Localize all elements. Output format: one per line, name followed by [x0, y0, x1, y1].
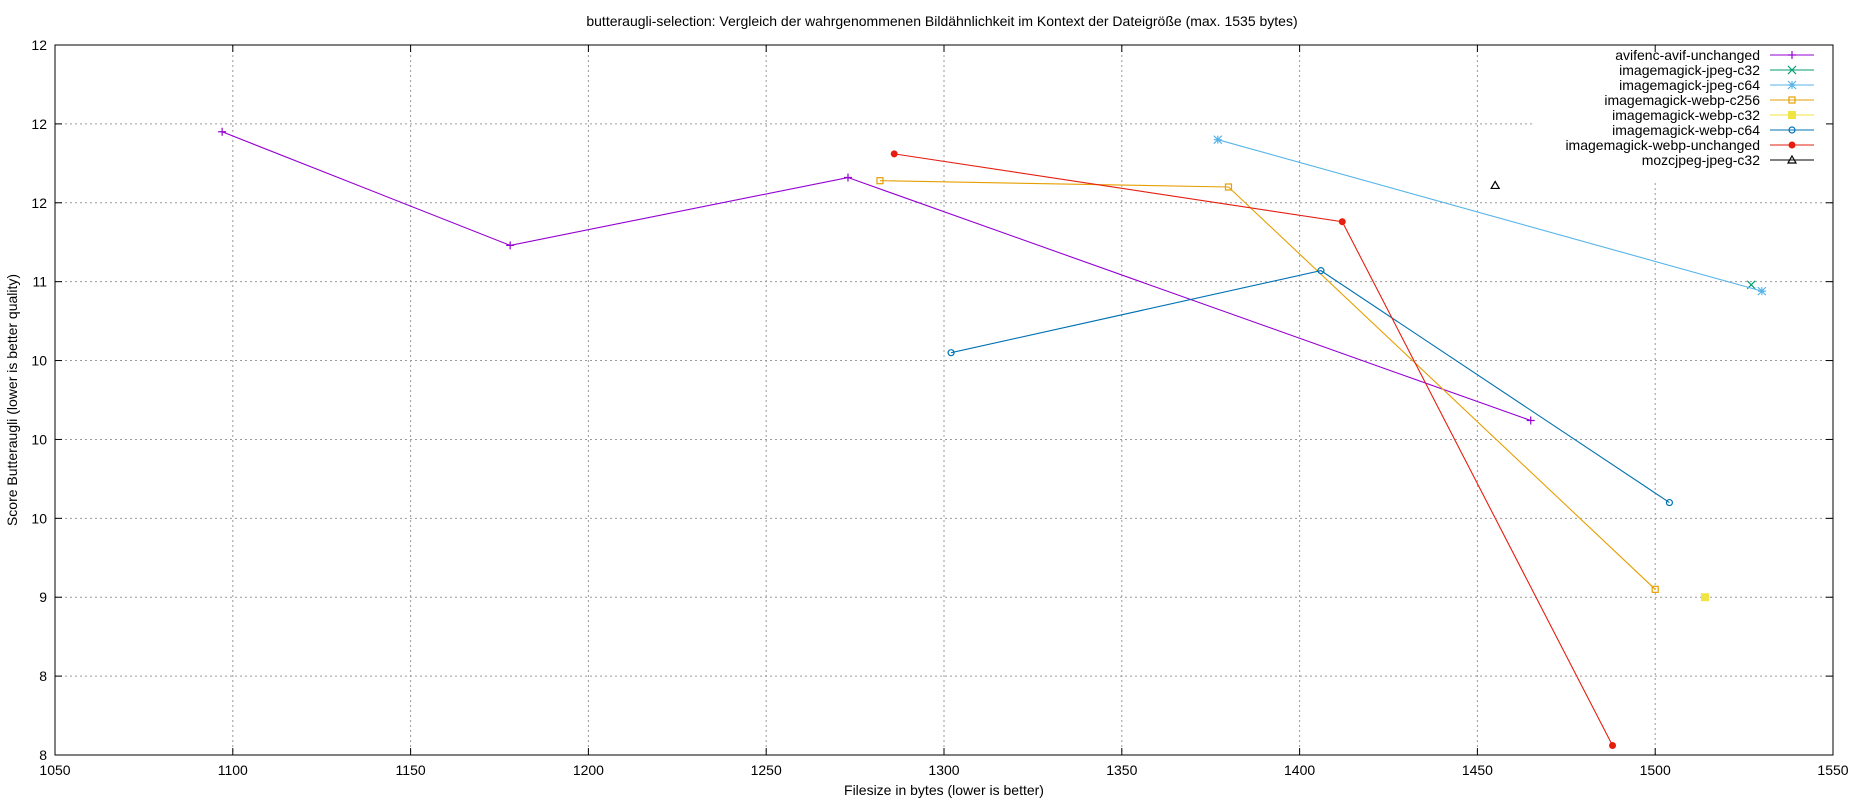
data-point-imagemagick-webp-c256 — [1651, 585, 1659, 593]
x-tick-label: 1100 — [218, 762, 248, 778]
y-tick-label: 12 — [31, 116, 47, 132]
x-tick-label: 1350 — [1106, 762, 1137, 778]
legend-item-imagemagick-webp-c256: imagemagick-webp-c256 — [1604, 92, 1814, 108]
legend-marker — [1787, 80, 1797, 90]
y-tick-label: 10 — [31, 431, 47, 447]
data-point-imagemagick-webp-c64 — [947, 349, 955, 357]
data-point-imagemagick-jpeg-c64 — [1213, 135, 1223, 145]
x-tick-label: 1450 — [1462, 762, 1493, 778]
legend-marker — [1788, 96, 1796, 104]
legend-label: mozcjpeg-jpeg-c32 — [1642, 152, 1760, 168]
x-tick-label: 1050 — [39, 762, 70, 778]
legend-label: imagemagick-webp-c32 — [1612, 107, 1760, 123]
series-line-avifenc-avif-unchanged — [221, 131, 1531, 422]
legend-item-mozcjpeg-jpeg-c32: mozcjpeg-jpeg-c32 — [1642, 152, 1814, 168]
legend-label: imagemagick-jpeg-c32 — [1619, 62, 1760, 78]
series-line-imagemagick-webp-c256 — [879, 180, 1656, 590]
y-tick-label: 12 — [31, 195, 47, 211]
data-point-imagemagick-webp-c32 — [1700, 593, 1709, 602]
data-series — [218, 127, 1767, 750]
x-tick-label: 1500 — [1640, 762, 1671, 778]
data-point-avifenc-avif-unchanged — [218, 127, 227, 136]
data-point-imagemagick-webp-c256 — [1224, 183, 1233, 191]
legend-item-avifenc-avif-unchanged: avifenc-avif-unchanged — [1615, 47, 1814, 63]
y-tick-label: 10 — [31, 353, 47, 369]
legend-marker — [1787, 65, 1797, 75]
series-imagemagick-webp-unchanged — [890, 150, 1617, 750]
legend-label: imagemagick-webp-c64 — [1612, 122, 1760, 138]
y-tick-label: 8 — [39, 747, 47, 763]
y-tick-label: 10 — [31, 510, 47, 526]
legend-item-imagemagick-webp-unchanged: imagemagick-webp-unchanged — [1565, 137, 1814, 153]
x-tick-label: 1400 — [1284, 762, 1315, 778]
data-point-imagemagick-webp-unchanged — [890, 150, 898, 158]
legend-marker — [1786, 154, 1798, 164]
legend-item-imagemagick-webp-c32: imagemagick-webp-c32 — [1612, 107, 1814, 123]
y-tick-label: 9 — [39, 589, 47, 605]
data-point-imagemagick-webp-c64 — [1317, 267, 1325, 275]
data-point-imagemagick-webp-unchanged — [1609, 742, 1617, 750]
series-avifenc-avif-unchanged — [218, 127, 1535, 425]
data-point-imagemagick-jpeg-c64 — [1757, 286, 1767, 296]
y-tick-label: 8 — [39, 668, 47, 684]
chart-title: butteraugli-selection: Vergleich der wah… — [586, 13, 1297, 29]
legend-label: avifenc-avif-unchanged — [1615, 47, 1760, 63]
y-axis-label: Score Butteraugli (lower is better quali… — [4, 274, 20, 526]
data-point-avifenc-avif-unchanged — [1526, 416, 1535, 425]
series-imagemagick-jpeg-c64 — [1213, 135, 1767, 296]
data-point-avifenc-avif-unchanged — [843, 173, 852, 182]
series-mozcjpeg-jpeg-c32 — [1490, 180, 1501, 190]
series-line-imagemagick-webp-c64 — [950, 270, 1670, 504]
legend-item-imagemagick-webp-c64: imagemagick-webp-c64 — [1612, 122, 1814, 138]
x-tick-label: 1200 — [573, 762, 604, 778]
x-axis-label: Filesize in bytes (lower is better) — [844, 782, 1044, 798]
x-tick-label: 1250 — [751, 762, 782, 778]
grid — [55, 45, 1833, 755]
legend: avifenc-avif-unchangedimagemagick-jpeg-c… — [1565, 47, 1814, 168]
data-point-imagemagick-webp-c256 — [876, 177, 884, 185]
series-line-imagemagick-webp-unchanged — [894, 153, 1614, 746]
series-imagemagick-webp-c64 — [947, 267, 1674, 507]
legend-marker — [1788, 126, 1796, 134]
legend-label: imagemagick-jpeg-c64 — [1619, 77, 1760, 93]
legend-label: imagemagick-webp-unchanged — [1565, 137, 1760, 153]
y-tick-label: 12 — [31, 37, 47, 53]
x-tick-label: 1300 — [928, 762, 959, 778]
legend-marker — [1788, 51, 1796, 59]
y-tick-label: 11 — [32, 274, 47, 290]
series-line-imagemagick-jpeg-c64 — [1217, 139, 1763, 292]
legend-item-imagemagick-jpeg-c64: imagemagick-jpeg-c64 — [1619, 77, 1814, 93]
legend-marker — [1788, 141, 1796, 149]
series-imagemagick-webp-c32 — [1700, 593, 1709, 602]
legend-label: imagemagick-webp-c256 — [1604, 92, 1760, 108]
legend-item-imagemagick-jpeg-c32: imagemagick-jpeg-c32 — [1619, 62, 1814, 78]
legend-marker — [1788, 111, 1796, 119]
x-tick-label: 1150 — [396, 762, 426, 778]
series-imagemagick-webp-c256 — [876, 177, 1659, 593]
data-point-mozcjpeg-jpeg-c32 — [1490, 180, 1501, 190]
x-tick-label: 1550 — [1817, 762, 1848, 778]
data-point-avifenc-avif-unchanged — [506, 241, 515, 250]
data-point-imagemagick-webp-c64 — [1665, 498, 1674, 507]
data-point-imagemagick-webp-unchanged — [1338, 218, 1346, 226]
axis-ticks: 1050 1100 1150 1200 1250 1300 1350 1400 1450 1500… — [31, 37, 1848, 778]
